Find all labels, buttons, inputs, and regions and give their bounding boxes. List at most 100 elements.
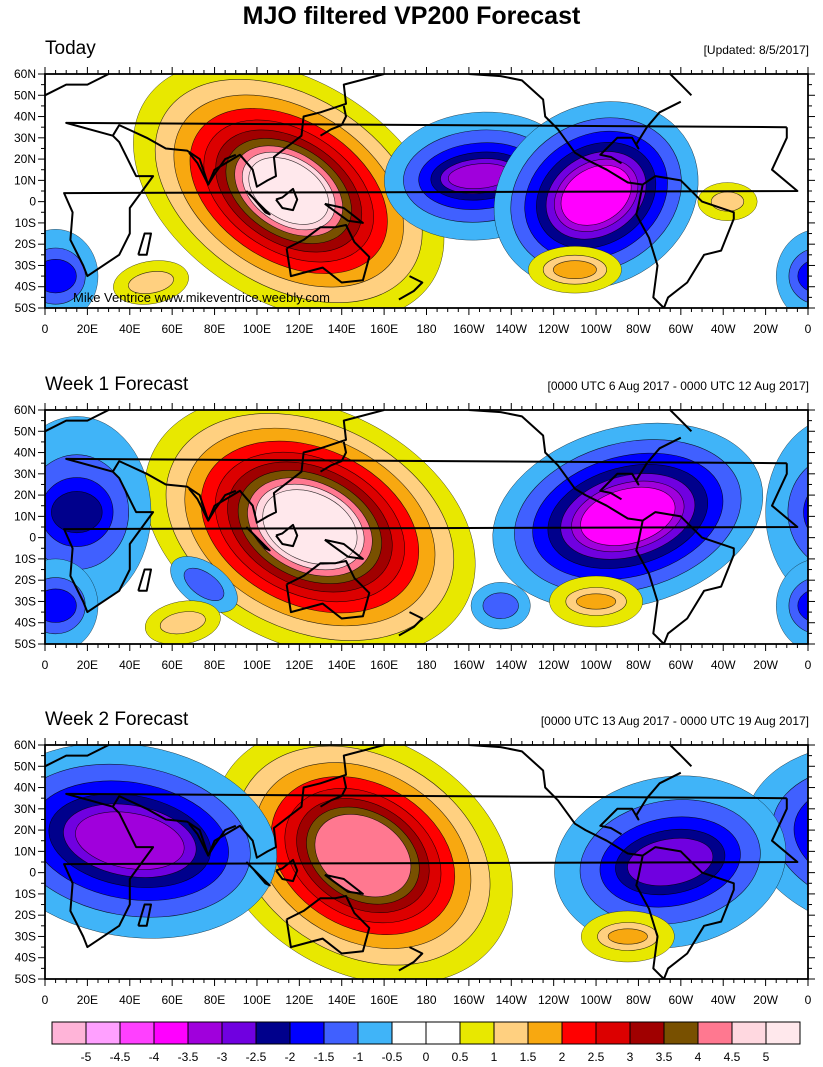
contour-level — [45, 259, 77, 294]
lat-tick-label: 50N — [14, 88, 36, 102]
lon-tick-label: 0 — [42, 993, 49, 1007]
lon-tick-label: 60W — [668, 322, 693, 336]
coastline — [319, 441, 347, 473]
contour-level — [560, 164, 632, 226]
coastline — [111, 410, 385, 524]
coastline — [285, 560, 371, 620]
lon-tick-label: 40W — [711, 658, 736, 672]
lat-tick-label: 40N — [14, 781, 36, 795]
lat-tick-label: 10S — [15, 216, 36, 230]
main-title: MJO filtered VP200 Forecast — [242, 2, 581, 30]
lon-tick-label: 20W — [753, 322, 778, 336]
contour-field — [45, 410, 808, 644]
lon-tick-label: 100E — [243, 322, 271, 336]
contour-level — [580, 486, 676, 546]
lon-tick-label: 40E — [119, 993, 140, 1007]
colorbar-box — [493, 1021, 529, 1045]
contour-level — [793, 780, 808, 901]
lat-tick-label: 60N — [14, 738, 36, 752]
contour-level — [75, 811, 185, 870]
lon-tick-label: 60E — [161, 658, 182, 672]
coastline — [188, 152, 237, 186]
contour-level — [787, 466, 808, 558]
lon-tick-label: 100E — [243, 993, 271, 1007]
coastline — [468, 74, 643, 186]
colorbar-box — [153, 1021, 189, 1045]
coastline — [188, 823, 237, 857]
coastline — [275, 858, 299, 883]
map-plot: 0 20E 40E 60E 80E 100E 120E 140E 160E 180 160W 140W… — [14, 403, 815, 672]
coastline — [285, 895, 371, 955]
colorbar-box — [85, 1021, 121, 1045]
lat-tick-label: 10S — [15, 552, 36, 566]
lat-tick-label: 0 — [29, 531, 36, 545]
panel-title: Week 1 Forecast — [45, 374, 189, 395]
lat-tick-label: 30S — [15, 258, 36, 272]
lat-tick-label: 40N — [14, 110, 36, 124]
panel-title: Today — [45, 38, 96, 59]
lon-tick-label: 140W — [496, 658, 528, 672]
coastline — [275, 523, 299, 548]
contour-level — [797, 590, 808, 621]
colorbar-label: 0 — [423, 1050, 430, 1064]
lon-tick-label: 40W — [711, 993, 736, 1007]
lat-tick-label: 30N — [14, 131, 36, 145]
contour-level — [765, 425, 808, 599]
lon-tick-label: 120W — [538, 993, 570, 1007]
lon-tick-label: 180 — [416, 658, 436, 672]
lon-tick-label: 20W — [753, 658, 778, 672]
lon-tick-label: 100W — [580, 322, 612, 336]
lat-tick-label: 40S — [15, 616, 36, 630]
coastline — [635, 846, 735, 979]
panel-subtitle: [Updated: 8/5/2017] — [703, 43, 809, 57]
coastline — [669, 745, 693, 768]
colorbar-box — [391, 1021, 427, 1045]
lon-tick-label: 40E — [119, 322, 140, 336]
lat-tick-label: 50N — [14, 759, 36, 773]
lon-tick-label: 60W — [668, 658, 693, 672]
panel-week2: Week 2 Forecast [0000 UTC 13 Aug 2017 - … — [0, 709, 823, 1039]
coastline — [398, 611, 424, 637]
colorbar-box — [357, 1021, 393, 1045]
lon-tick-label: 120W — [538, 322, 570, 336]
colorbar-label: -2.5 — [246, 1050, 267, 1064]
coastline — [319, 105, 347, 137]
colorbar-box — [697, 1021, 733, 1045]
lat-tick-label: 60N — [14, 67, 36, 81]
colorbar-label: -4.5 — [110, 1050, 131, 1064]
lon-tick-label: 60W — [668, 993, 693, 1007]
colorbar-label: 4 — [695, 1050, 702, 1064]
lon-tick-label: 60E — [161, 993, 182, 1007]
lon-tick-label: 80E — [204, 658, 225, 672]
colorbar-label: -4 — [149, 1050, 160, 1064]
lon-tick-label: 160W — [453, 322, 485, 336]
coastline — [188, 488, 237, 522]
coastline — [245, 526, 271, 552]
colorbar-box — [323, 1021, 359, 1045]
colorbar-box — [731, 1021, 767, 1045]
lon-tick-label: 40W — [711, 322, 736, 336]
lon-tick-label: 80W — [626, 993, 651, 1007]
colorbar-box — [51, 1021, 87, 1045]
contour-level — [159, 611, 206, 635]
colorbar: -5 -4.5 -4 -3.5 -3 -2.5 -2 -1.5 -1 -0.5 0 0.5 1 1.5 2 2… — [51, 1021, 801, 1064]
colorbar-label: 0.5 — [452, 1050, 469, 1064]
watermark: Mike Ventrice www.mikeventrice.weebly.co… — [73, 290, 330, 305]
lat-tick-label: 20N — [14, 823, 36, 837]
lon-tick-label: 100E — [243, 658, 271, 672]
contour-level — [45, 588, 77, 623]
contour-field — [45, 745, 808, 979]
contour-level — [482, 592, 519, 619]
colorbar-label: -5 — [81, 1050, 92, 1064]
coastline — [398, 946, 424, 972]
panel-today: Today [Updated: 8/5/2017] 0 20E 40E 60E 80E 1… — [0, 38, 823, 368]
panel-title: Week 2 Forecast — [45, 709, 189, 730]
colorbar-label: -1.5 — [314, 1050, 335, 1064]
contour-level — [797, 261, 808, 291]
lat-tick-label: 20N — [14, 152, 36, 166]
coastline — [63, 457, 799, 614]
coastline — [468, 410, 643, 522]
lon-tick-label: 140W — [496, 993, 528, 1007]
lon-tick-label: 20W — [753, 993, 778, 1007]
lat-tick-label: 30N — [14, 802, 36, 816]
